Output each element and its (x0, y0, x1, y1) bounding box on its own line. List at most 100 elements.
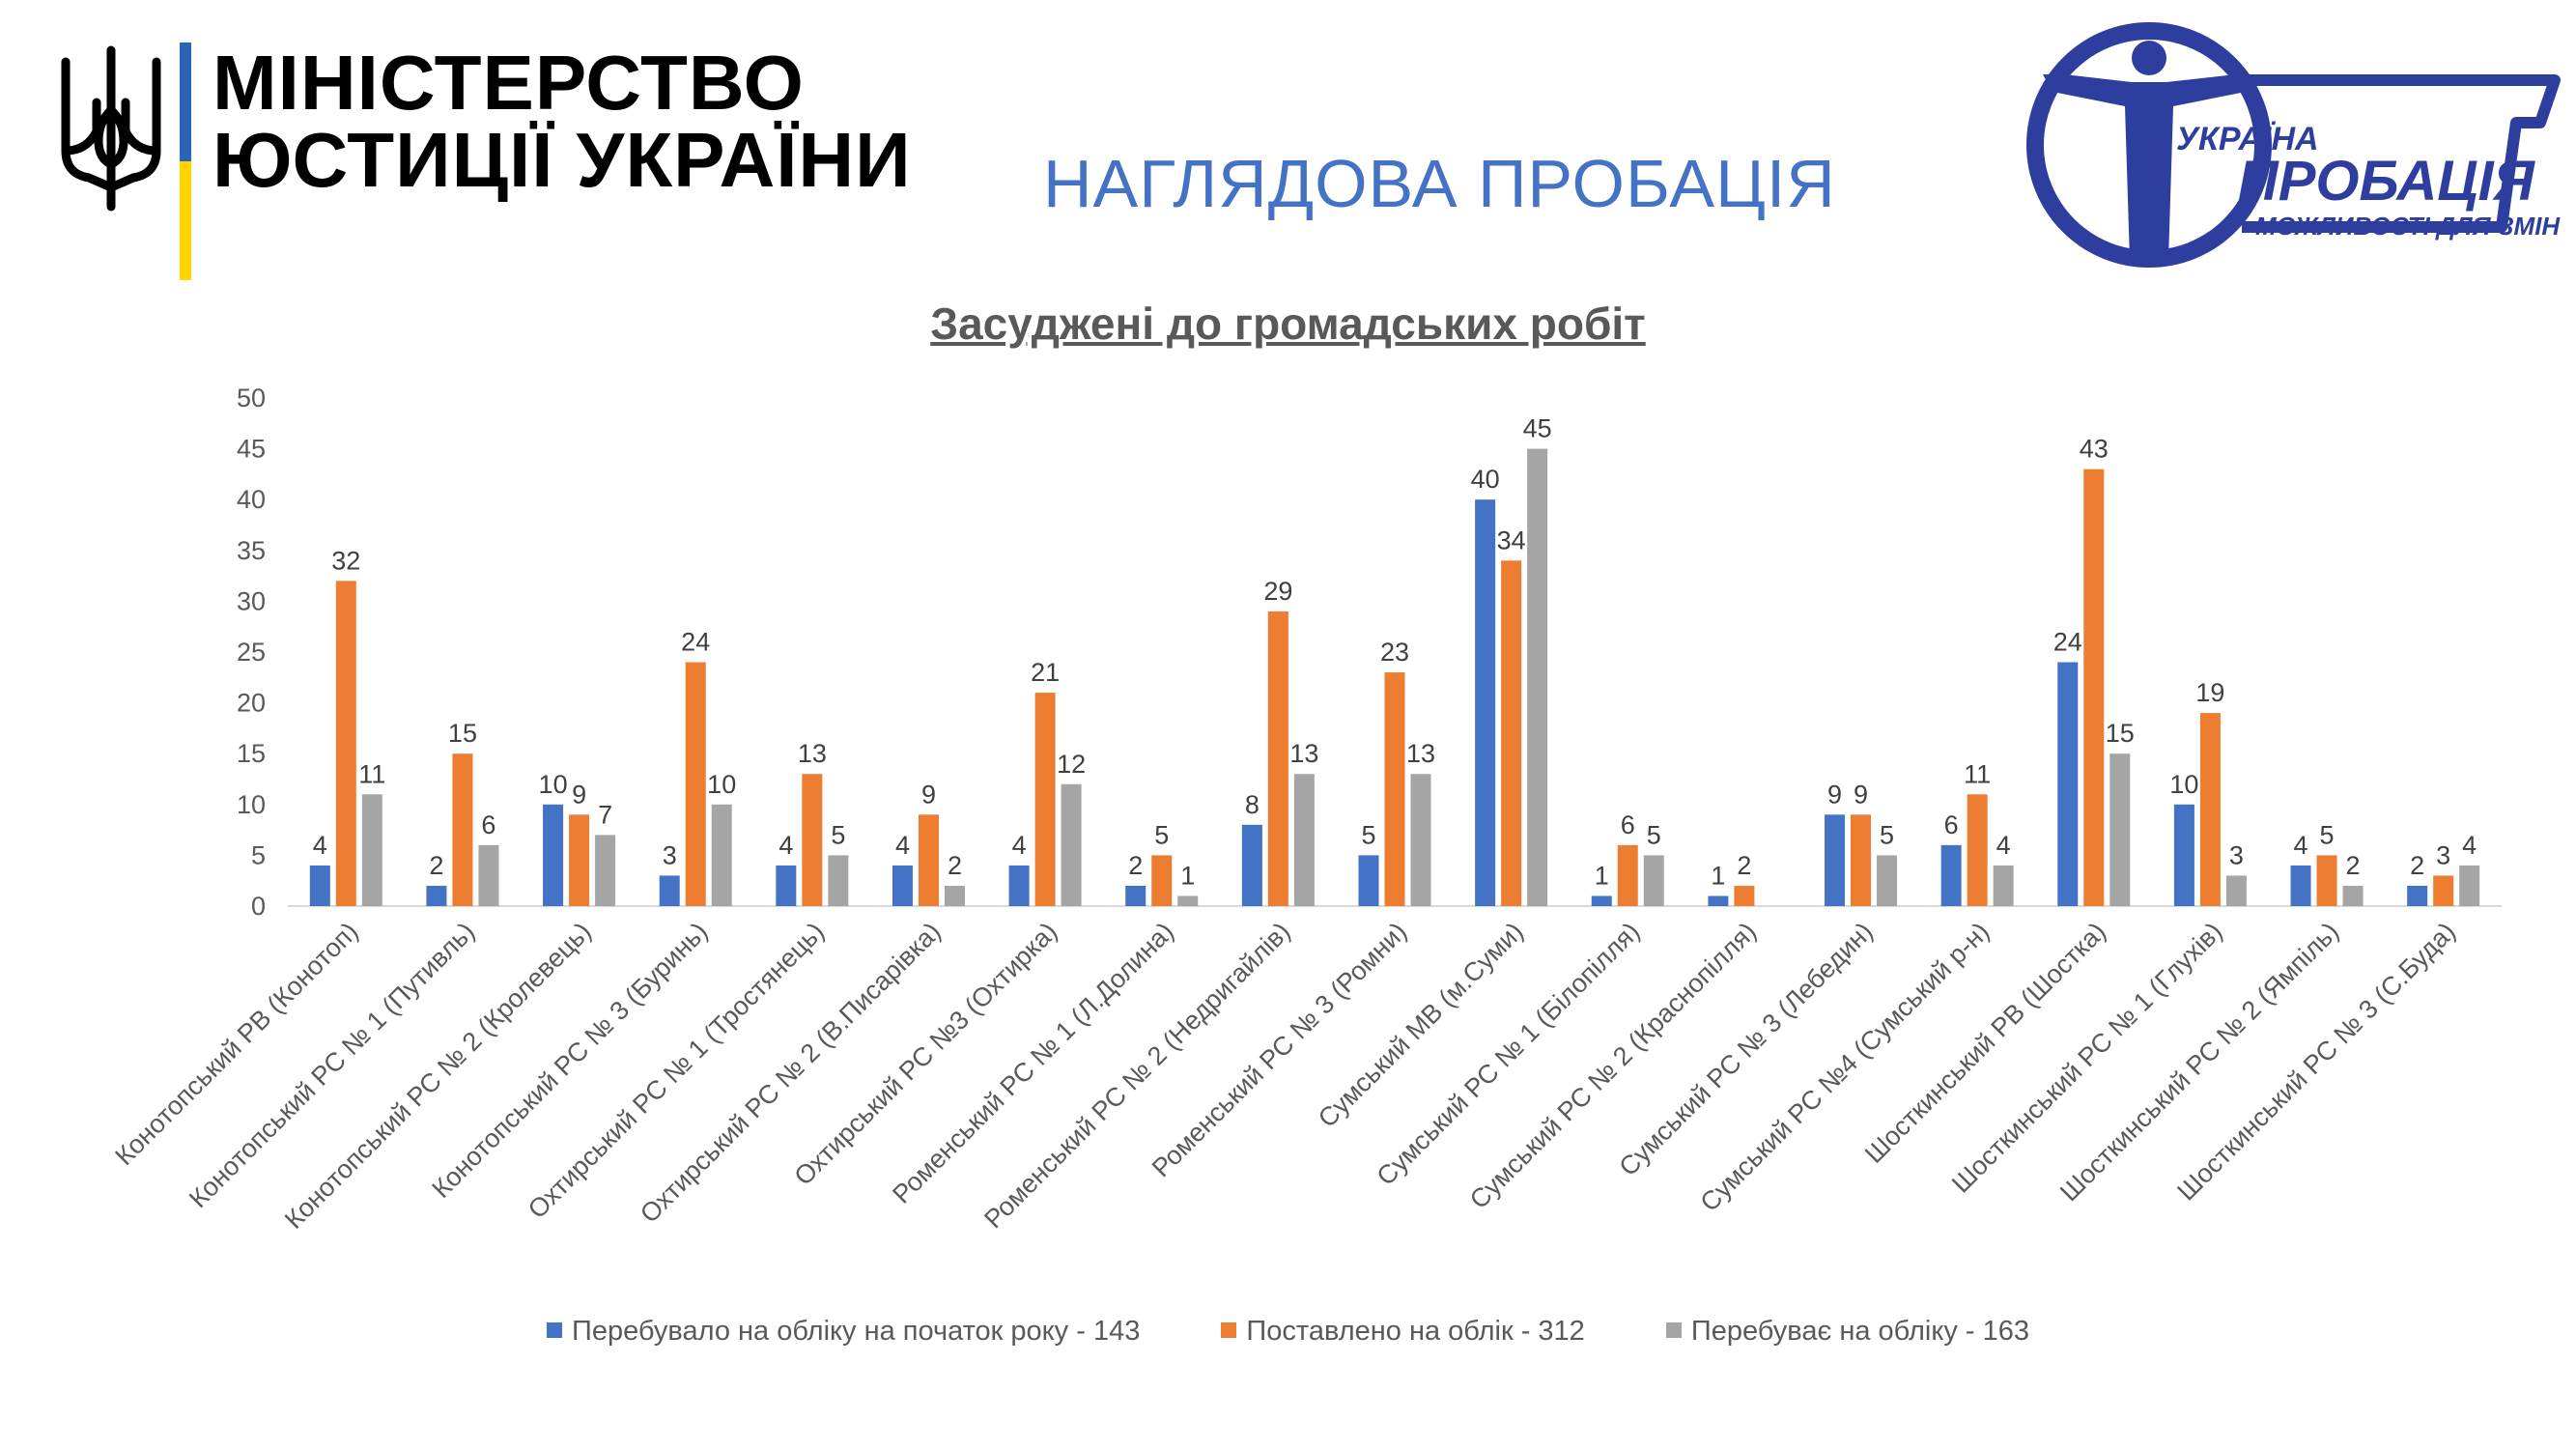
y-tick-label: 25 (237, 638, 266, 667)
x-category-label: Роменський РС № 3 (Ромни) (1146, 917, 1412, 1182)
data-label: 40 (1471, 465, 1500, 494)
bar-series3 (944, 885, 965, 906)
data-label: 5 (1647, 820, 1661, 849)
bar-series3 (478, 844, 499, 906)
y-tick-label: 15 (237, 739, 266, 768)
ministry-logo: МІНІСТЕРСТВО ЮСТИЦІЇ УКРАЇНИ (58, 43, 911, 280)
bar-series3 (2342, 885, 2364, 906)
bar-series3 (828, 855, 849, 906)
logo-text-ukraine: УКРАЇНА (2176, 121, 2319, 157)
data-label: 3 (2229, 840, 2244, 869)
data-label: 4 (313, 831, 327, 860)
data-label: 9 (572, 780, 586, 809)
bar-series1 (309, 865, 330, 906)
bar-series2 (2316, 855, 2337, 906)
data-label: 9 (1854, 780, 1868, 809)
bar-series2 (1267, 611, 1288, 906)
bar-series3 (595, 835, 616, 906)
data-label: 45 (1523, 414, 1552, 443)
data-label: 2 (429, 851, 443, 880)
data-label: 13 (1406, 739, 1435, 768)
bar-series1 (1708, 895, 1729, 906)
y-tick-label: 50 (237, 384, 266, 412)
bar-series1 (776, 865, 797, 906)
data-label: 8 (1245, 790, 1260, 819)
legend-label-series3: Перебуває на обліку - 163 (1690, 1316, 2029, 1347)
bar-series2 (918, 814, 939, 906)
data-label: 5 (1154, 820, 1169, 849)
bar-series3 (1410, 774, 1431, 906)
bar-series1 (1008, 865, 1030, 906)
bar-series1 (1241, 824, 1262, 906)
data-label: 24 (681, 628, 710, 657)
bar-series1 (2407, 885, 2428, 906)
bar-series2 (685, 662, 706, 906)
data-label: 5 (2320, 820, 2335, 849)
bar-series3 (2225, 875, 2247, 906)
bar-series3 (1527, 448, 1548, 906)
bar-series1 (1475, 499, 1496, 906)
bar-series1 (2057, 662, 2079, 906)
data-label: 9 (1827, 780, 1842, 809)
trident-icon (61, 45, 161, 212)
bar-series3 (361, 794, 382, 906)
legend-swatch-series1 (547, 1322, 562, 1339)
y-tick-label: 45 (237, 435, 266, 464)
bar-series2 (1034, 693, 1056, 906)
bar-series2 (335, 581, 356, 906)
data-label: 32 (331, 546, 360, 575)
legend-swatch-series3 (1665, 1322, 1682, 1339)
data-label: 2 (1737, 851, 1751, 880)
page-title: НАГЛЯДОВА ПРОБАЦІЯ (1043, 146, 1836, 221)
legend-item-series2: Поставлено на облік - 312 (1221, 1316, 1585, 1348)
bar-series2 (1151, 855, 1173, 906)
data-label: 15 (2106, 719, 2135, 748)
bar-series1 (2173, 804, 2194, 906)
bar-series1 (1125, 885, 1146, 906)
data-label: 13 (798, 739, 827, 768)
bar-series1 (892, 865, 913, 906)
data-label: 2 (2346, 851, 2361, 880)
bar-series3 (2109, 753, 2131, 906)
legend-swatch-series2 (1221, 1322, 1237, 1339)
key-outline-icon (2242, 74, 2561, 233)
bar-series3 (1993, 865, 2014, 906)
data-label: 1 (1595, 861, 1609, 890)
bar-series2 (1617, 844, 1638, 906)
chart-legend: Перебувало на обліку на початок року - 1… (0, 1316, 2576, 1348)
data-label: 21 (1031, 658, 1060, 687)
data-label: 4 (2294, 831, 2308, 860)
data-label: 43 (2080, 435, 2109, 464)
y-tick-label: 20 (237, 689, 266, 718)
x-category-label: Конотопський РВ (Конотоп) (109, 917, 363, 1171)
data-label: 4 (2462, 831, 2477, 860)
data-label: 6 (1944, 810, 1959, 839)
y-tick-label: 5 (251, 840, 266, 869)
bar-series3 (1293, 774, 1315, 906)
data-label: 4 (1996, 831, 2011, 860)
data-label: 6 (1621, 810, 1635, 839)
bar-series2 (2083, 469, 2105, 906)
data-label: 29 (1263, 577, 1292, 606)
data-label: 7 (598, 800, 612, 829)
data-label: 5 (1361, 820, 1375, 849)
bar-series1 (426, 885, 447, 906)
y-tick-label: 35 (237, 536, 266, 565)
logo-text-slogan: МОЖЛИВОСТІ ДЛЯ ЗМІН (2255, 212, 2561, 241)
ministry-name-line2: ЮСТИЦІЇ УКРАЇНИ (212, 117, 912, 203)
y-tick-label: 30 (237, 586, 266, 615)
bar-series3 (711, 804, 732, 906)
legend-item-series1: Перебувало на обліку на початок року - 1… (547, 1316, 1140, 1348)
data-label: 11 (1964, 759, 1991, 788)
data-label: 12 (1057, 750, 1086, 779)
bar-series1 (1358, 855, 1379, 906)
legend-label-series2: Поставлено на облік - 312 (1246, 1316, 1585, 1347)
bar-series3 (1643, 855, 1664, 906)
bar-series2 (1384, 672, 1405, 906)
probation-logo: УКРАЇНА ПРОБАЦІЯ МОЖЛИВОСТІ ДЛЯ ЗМІН (2026, 22, 2561, 268)
data-label: 10 (707, 770, 736, 799)
y-tick-label: 10 (237, 790, 266, 819)
legend-label-series1: Перебувало на обліку на початок року - 1… (572, 1316, 1141, 1347)
data-label: 2 (2410, 851, 2424, 880)
